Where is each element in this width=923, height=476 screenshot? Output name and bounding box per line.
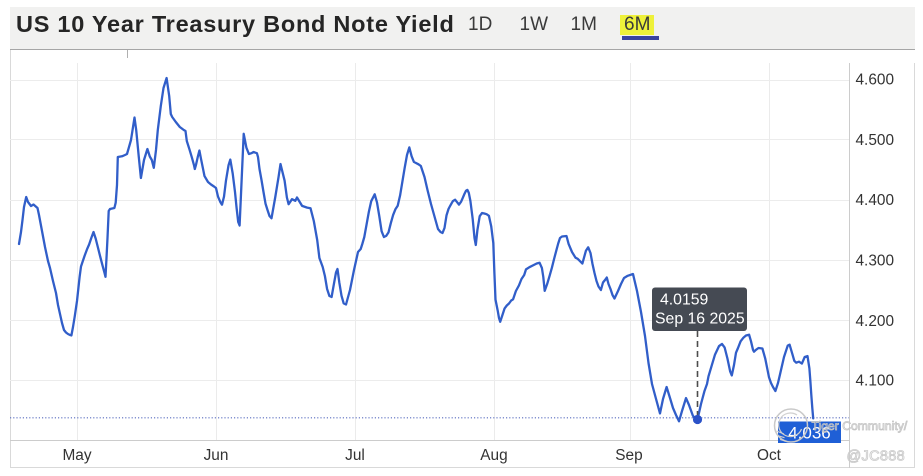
svg-text:4.0159: 4.0159 <box>660 292 709 309</box>
svg-text:4.500: 4.500 <box>856 132 895 149</box>
svg-text:4.100: 4.100 <box>856 373 895 390</box>
svg-text:4.300: 4.300 <box>856 253 895 270</box>
svg-text:May: May <box>62 447 91 464</box>
svg-text:4.600: 4.600 <box>856 72 895 89</box>
svg-text:Oct: Oct <box>757 447 782 464</box>
svg-text:Jun: Jun <box>204 447 229 464</box>
svg-text:Sep: Sep <box>615 447 642 464</box>
svg-text:4.400: 4.400 <box>856 192 895 209</box>
svg-text:Sep 16 2025: Sep 16 2025 <box>655 311 745 328</box>
svg-text:@JC888: @JC888 <box>847 449 905 465</box>
svg-text:4.036: 4.036 <box>788 424 831 443</box>
svg-text:Jul: Jul <box>345 447 365 464</box>
svg-text:Aug: Aug <box>480 447 507 464</box>
svg-text:Tiger Community/: Tiger Community/ <box>812 419 908 433</box>
svg-text:4.200: 4.200 <box>856 313 895 330</box>
